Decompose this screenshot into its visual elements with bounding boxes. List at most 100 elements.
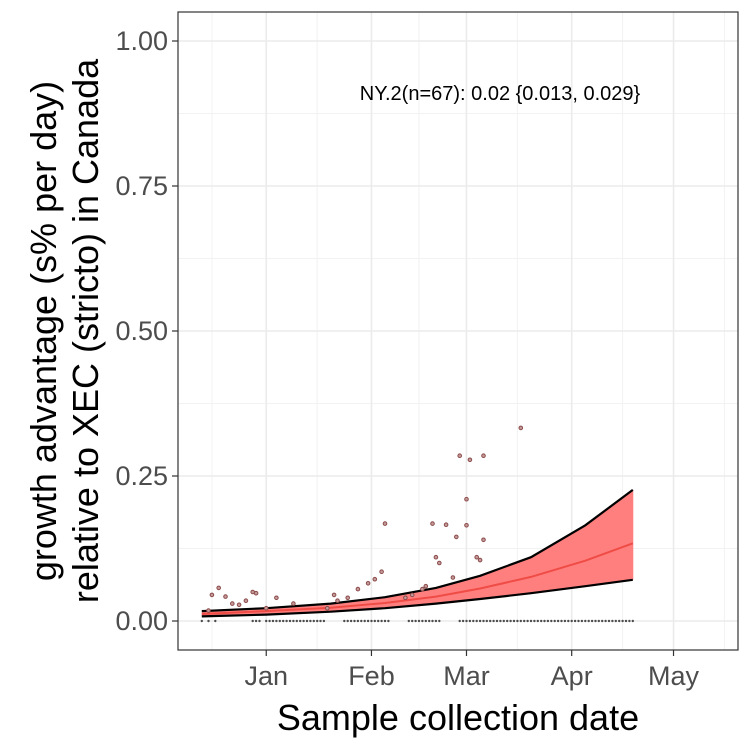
zero-point — [417, 619, 421, 623]
data-point — [457, 453, 463, 459]
zero-point — [631, 619, 634, 623]
zero-point — [438, 619, 441, 623]
zero-point — [356, 619, 360, 623]
y-axis-title-line2: relative to XEC (stricto) in Canada — [65, 58, 106, 603]
zero-point — [200, 619, 203, 623]
y-axis-title-line1: growth advantage (s% per day) — [23, 81, 64, 581]
data-point — [325, 605, 330, 611]
confidence-ribbon-layer — [201, 489, 634, 618]
zero-point — [499, 619, 502, 623]
zero-point — [458, 619, 461, 623]
confidence-ribbon — [201, 489, 633, 617]
data-point — [409, 592, 415, 598]
data-point — [372, 576, 378, 582]
data-point — [206, 608, 211, 613]
zero-point — [485, 619, 488, 623]
data-point — [474, 554, 480, 560]
zero-point — [428, 619, 431, 623]
zero-point — [268, 619, 271, 623]
fit-line — [201, 542, 634, 615]
data-point — [345, 595, 351, 601]
zero-point — [577, 619, 580, 623]
zero-point — [434, 619, 438, 623]
zero-point — [570, 619, 573, 623]
zero-point — [349, 619, 353, 623]
data-point — [420, 586, 425, 592]
data-point — [464, 496, 469, 502]
data-point — [216, 585, 221, 591]
zero-point — [475, 619, 478, 623]
zero-point — [590, 619, 594, 623]
zero-point — [387, 619, 390, 623]
data-point — [223, 594, 228, 599]
data-point — [365, 581, 371, 586]
zero-point — [604, 619, 607, 623]
zero-point — [275, 619, 278, 623]
zero-point — [343, 619, 346, 623]
zero-point — [523, 619, 526, 623]
zero-point — [489, 619, 492, 623]
zero-point — [271, 619, 275, 623]
zero-point — [309, 619, 312, 623]
major-gridlines — [178, 12, 738, 650]
zero-point — [468, 619, 472, 623]
data-point — [263, 605, 269, 611]
zero-point — [516, 619, 519, 623]
zero-point — [573, 619, 577, 623]
zero-point — [492, 619, 495, 623]
data-point — [209, 592, 215, 598]
zero-point — [519, 619, 522, 623]
zero-point — [584, 619, 587, 623]
data-point — [331, 592, 337, 598]
zero-point — [265, 619, 268, 623]
zero-point — [607, 619, 611, 623]
zero-point — [461, 619, 465, 623]
zero-point — [628, 619, 631, 623]
data-point — [481, 537, 486, 543]
data-point — [477, 557, 483, 563]
zero-point — [543, 619, 546, 623]
data-point — [467, 457, 473, 463]
data-point — [430, 521, 435, 526]
data-point — [464, 523, 469, 528]
zero-point — [366, 619, 370, 623]
zero-point — [597, 619, 600, 623]
zero-point — [278, 619, 281, 623]
zero-points-layer — [200, 619, 634, 623]
data-point — [423, 583, 429, 589]
x-axis-ticks: Jan Feb Mar Apr May — [244, 650, 700, 691]
zero-point — [207, 619, 210, 623]
zero-point — [526, 619, 529, 623]
zero-point — [546, 619, 550, 623]
y-axis-ticks: 0.00 0.25 0.50 0.75 1.00 — [115, 26, 178, 636]
x-tick-label: Mar — [443, 661, 490, 691]
upper-bound-line — [201, 489, 634, 613]
zero-point — [380, 619, 383, 623]
observed-points-layer — [206, 425, 524, 613]
zero-point — [560, 619, 563, 623]
zero-point — [529, 619, 533, 623]
zero-point — [302, 619, 305, 623]
zero-point — [624, 619, 628, 623]
x-tick-label: Apr — [551, 661, 593, 691]
zero-point — [601, 619, 604, 623]
data-point — [443, 522, 449, 528]
zero-point — [414, 619, 417, 623]
zero-point — [251, 619, 254, 623]
data-point — [243, 598, 249, 604]
zero-point — [478, 619, 482, 623]
data-point — [450, 575, 456, 580]
x-tick-label: May — [648, 661, 700, 691]
zero-point — [587, 619, 590, 623]
zero-point — [465, 619, 468, 623]
zero-point — [472, 619, 475, 623]
zero-point — [299, 619, 302, 623]
zero-point — [618, 619, 621, 623]
y-tick-label: 1.00 — [115, 26, 168, 56]
zero-point — [370, 619, 373, 623]
zero-point — [363, 619, 366, 623]
data-point — [518, 425, 524, 431]
zero-point — [407, 619, 410, 623]
data-point — [433, 554, 439, 560]
